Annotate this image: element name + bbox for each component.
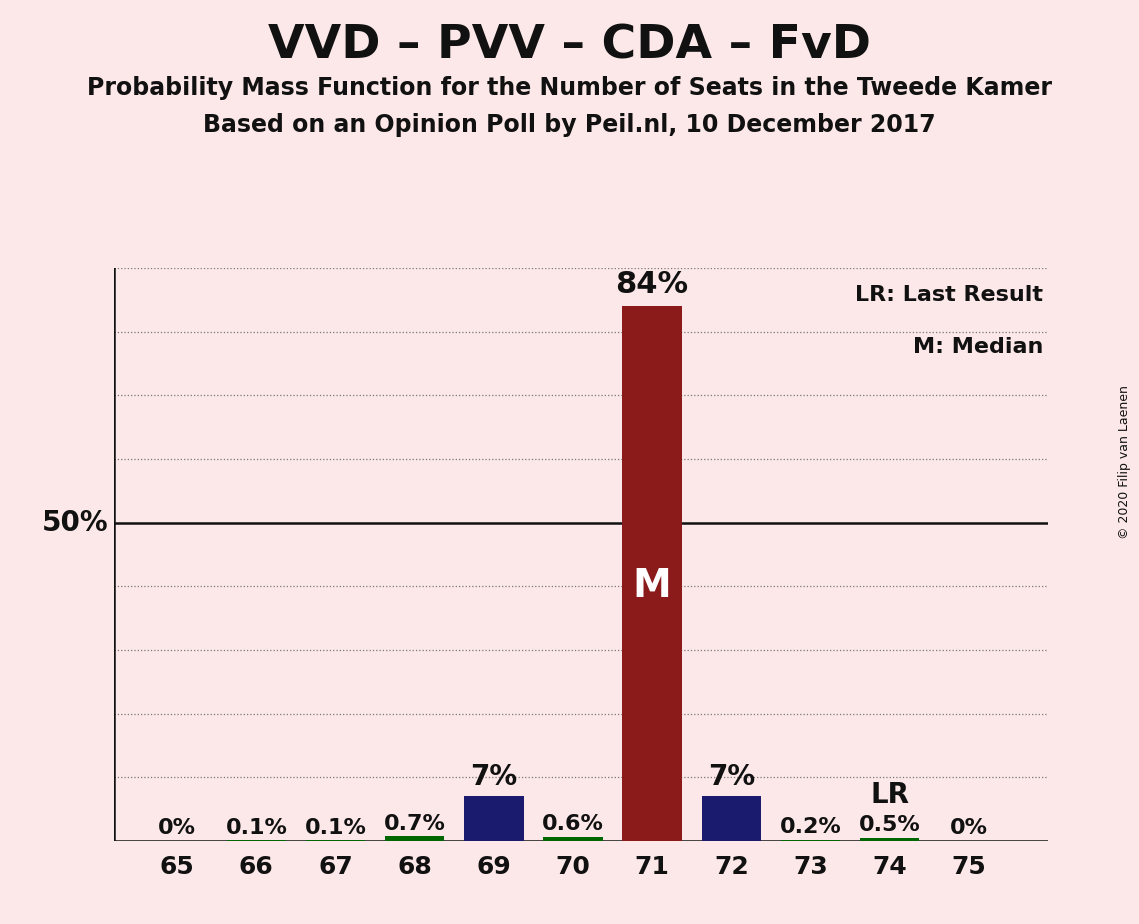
Bar <box>385 836 444 841</box>
Text: M: Median: M: Median <box>912 336 1043 357</box>
Text: 0%: 0% <box>950 819 988 838</box>
Text: 7%: 7% <box>470 763 517 791</box>
Text: 0.1%: 0.1% <box>304 818 367 838</box>
Text: 0.6%: 0.6% <box>542 814 604 834</box>
Text: M: M <box>633 567 672 605</box>
Text: VVD – PVV – CDA – FvD: VVD – PVV – CDA – FvD <box>268 23 871 68</box>
Text: LR: Last Result: LR: Last Result <box>855 286 1043 305</box>
Bar <box>622 306 682 841</box>
Text: 0.7%: 0.7% <box>384 814 445 833</box>
Bar <box>780 840 841 841</box>
Text: 84%: 84% <box>615 270 689 298</box>
Bar <box>702 796 761 841</box>
Text: 50%: 50% <box>42 508 108 537</box>
Text: 0.1%: 0.1% <box>226 818 287 838</box>
Text: 0.5%: 0.5% <box>859 815 920 835</box>
Bar <box>543 837 603 841</box>
Text: 0.2%: 0.2% <box>779 817 842 837</box>
Text: Based on an Opinion Poll by Peil.nl, 10 December 2017: Based on an Opinion Poll by Peil.nl, 10 … <box>203 113 936 137</box>
Text: © 2020 Filip van Laenen: © 2020 Filip van Laenen <box>1118 385 1131 539</box>
Text: 7%: 7% <box>707 763 755 791</box>
Bar <box>860 838 919 841</box>
Text: LR: LR <box>870 781 909 809</box>
Text: Probability Mass Function for the Number of Seats in the Tweede Kamer: Probability Mass Function for the Number… <box>87 76 1052 100</box>
Bar <box>464 796 524 841</box>
Text: 0%: 0% <box>158 819 196 838</box>
